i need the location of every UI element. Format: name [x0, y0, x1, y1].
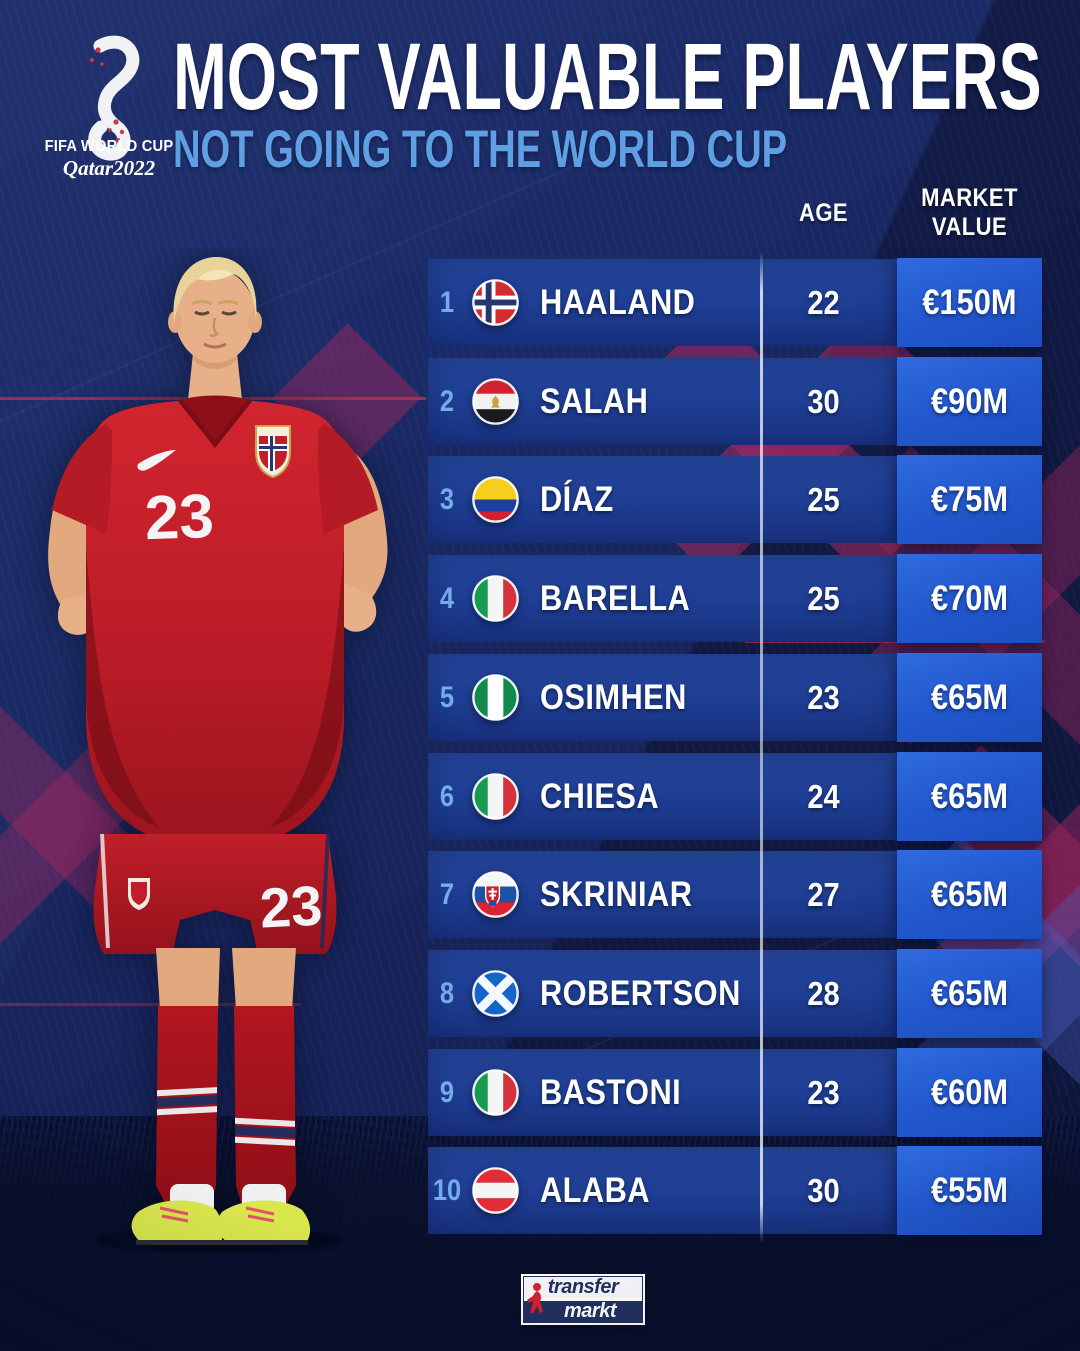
rank-label: 1 [439, 286, 455, 319]
italy-flag-icon [472, 1068, 519, 1116]
market-value-cell [897, 850, 1042, 940]
player-row: 9 BASTONI 23 €60M [0, 1047, 1080, 1137]
italy-flag-icon [472, 772, 519, 820]
nigeria-flag-icon [472, 673, 519, 721]
qatar2022-wordmark: Qatar2022 [62, 156, 156, 180]
market-value: €65M [930, 776, 1009, 816]
player-name: HAALAND [540, 283, 696, 322]
norway-flag-icon [472, 279, 519, 326]
market-value: €70M [930, 579, 1009, 619]
player-name: CHIESA [540, 776, 660, 816]
page-subtitle: NOT GOING TO THE WORLD CUP [173, 120, 788, 179]
market-value: €90M [930, 381, 1009, 421]
player-row: 5 OSIMHEN 23 €65M [0, 652, 1080, 742]
player-row: 1 HAALAND 22 €150M [0, 258, 1080, 347]
accent-line [0, 1003, 300, 1006]
player-name: SKRINIAR [540, 875, 693, 915]
rank-label: 9 [439, 1075, 455, 1109]
column-divider-line [760, 252, 763, 1243]
norway-crest-icon [255, 425, 291, 479]
player-row: 8 ROBERTSON 28 €65M [0, 948, 1080, 1038]
market-value-cell [897, 1047, 1042, 1137]
column-header-age: AGE [798, 199, 849, 227]
market-value: €60M [930, 1072, 1009, 1112]
market-value-cell [897, 258, 1042, 347]
market-value-cell [897, 554, 1042, 644]
egypt-flag-icon [472, 377, 519, 425]
rank-label: 10 [432, 1174, 462, 1208]
shorts-number: 23 [258, 873, 324, 939]
age-value: 30 [807, 382, 840, 420]
market-value-cell [897, 455, 1042, 545]
market-value: €75M [930, 480, 1009, 520]
page-title: MOST VALUABLE PLAYERS [173, 24, 1042, 130]
world-cup-trophy-icon [88, 35, 140, 161]
rank-label: 2 [439, 384, 455, 418]
market-value: €65M [930, 875, 1009, 915]
rank-label: 7 [439, 878, 455, 912]
market-value-cell [897, 652, 1042, 742]
transfermarkt-logo: transfer markt [521, 1274, 645, 1325]
colombia-flag-icon [472, 476, 519, 524]
player-row: 2 SALAH 30 €90M [0, 356, 1080, 446]
age-value: 22 [807, 284, 840, 321]
market-value: €65M [930, 973, 1009, 1013]
player-photo-haaland: 23 23 [48, 256, 388, 1253]
player-row: 4 BARELLA 25 €70M [0, 554, 1080, 644]
age-value: 27 [807, 876, 840, 914]
player-row: 7 SKRINIAR 27 €65M [0, 850, 1080, 940]
player-name: SALAH [540, 381, 649, 421]
rank-label: 5 [439, 680, 455, 714]
player-row: 3 DÍAZ 25 €75M [0, 455, 1080, 545]
fifa-wordmark: FIFA WORLD CUP [44, 138, 174, 155]
rank-label: 6 [439, 779, 455, 813]
player-name: ALABA [540, 1171, 650, 1211]
age-value: 25 [807, 580, 840, 618]
fifa-world-cup-logo: FIFA WORLD CUP Qatar2022 [38, 34, 180, 186]
player-row: 6 CHIESA 24 €65M [0, 751, 1080, 841]
age-value: 23 [807, 678, 840, 716]
age-value: 30 [807, 1172, 840, 1210]
market-value-cell [897, 1146, 1042, 1236]
player-name: OSIMHEN [540, 677, 687, 717]
scotland-flag-icon [472, 970, 519, 1017]
brand-text-markt: markt [524, 1301, 642, 1322]
column-header-market-value: MARKET VALUE [921, 184, 1018, 241]
rank-label: 8 [439, 976, 455, 1010]
jersey-number: 23 [144, 482, 215, 553]
market-value: €65M [930, 677, 1009, 717]
transfermarkt-player-icon [527, 1283, 543, 1314]
market-value: €150M [922, 283, 1017, 322]
age-value: 24 [807, 777, 840, 815]
austria-flag-icon [472, 1167, 519, 1215]
market-value-cell [897, 751, 1042, 841]
age-value: 25 [807, 481, 840, 519]
player-name: DÍAZ [540, 480, 614, 520]
brand-text-transfer: transfer [524, 1277, 642, 1298]
age-value: 23 [807, 1073, 840, 1111]
player-name: BASTONI [540, 1072, 682, 1112]
player-name: BARELLA [540, 579, 691, 619]
player-name: ROBERTSON [540, 973, 741, 1013]
rank-label: 4 [439, 582, 455, 616]
player-row: 10 ALABA 30 €55M [0, 1146, 1080, 1236]
age-value: 28 [807, 974, 840, 1012]
slovakia-flag-icon [472, 871, 519, 918]
italy-flag-icon [472, 575, 519, 622]
market-value: €55M [930, 1171, 1009, 1211]
rank-label: 3 [439, 483, 455, 517]
market-value-cell [897, 356, 1042, 446]
market-value-cell [897, 948, 1042, 1038]
